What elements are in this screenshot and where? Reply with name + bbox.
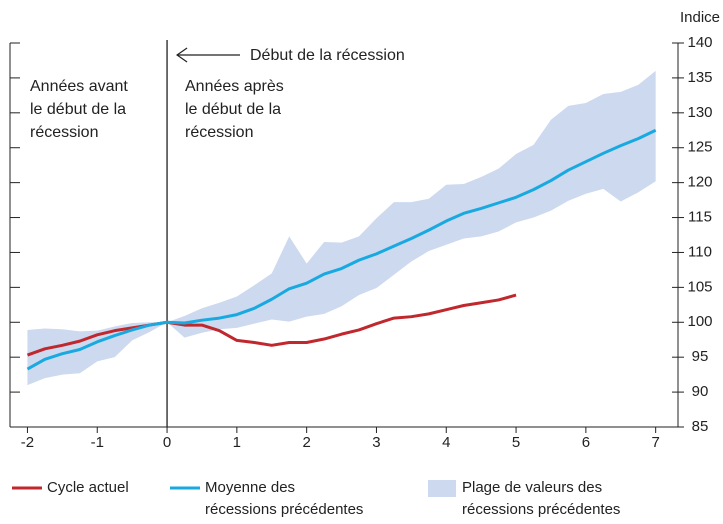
- x-tick-label: 7: [651, 434, 659, 451]
- y-tick-label: 110: [688, 243, 712, 260]
- annotation: Années après le début de la récession: [185, 78, 284, 141]
- x-tick-label: -1: [91, 434, 104, 451]
- y-tick-label: 90: [692, 383, 709, 400]
- y-tick-label: 140: [687, 34, 712, 51]
- y-tick-label: 105: [687, 278, 712, 295]
- arrow-head: [176, 47, 188, 63]
- legend-label: Plage de valeurs des récessions précéden…: [462, 479, 621, 518]
- x-tick-label: 6: [582, 434, 590, 451]
- y-tick-label: 120: [687, 174, 712, 191]
- y-tick-label: 135: [687, 69, 712, 86]
- annotation: Années avant le début de la récession: [30, 78, 128, 141]
- y-tick-label: 125: [687, 139, 712, 156]
- range-area: [27, 70, 656, 386]
- annotation: Début de la récession: [250, 47, 405, 64]
- y-tick-label: 115: [688, 209, 712, 226]
- y-tick-label: 95: [692, 348, 709, 365]
- y-axis-label: Indice: [680, 9, 720, 26]
- y-tick-label: 85: [692, 418, 709, 435]
- legend-label: Cycle actuel: [47, 479, 129, 496]
- x-tick-label: 0: [163, 434, 171, 451]
- series-line: [26, 293, 517, 357]
- x-tick-label: 4: [442, 434, 450, 451]
- x-tick-label: 1: [233, 434, 241, 451]
- legend-swatch: [428, 480, 456, 497]
- x-tick-label: -2: [21, 434, 34, 451]
- y-tick-label: 100: [687, 313, 712, 330]
- legend-label: Moyenne des récessions précédentes: [205, 479, 364, 518]
- x-tick-label: 5: [512, 434, 520, 451]
- x-tick-label: 3: [372, 434, 380, 451]
- series-line: [26, 128, 657, 371]
- x-tick-label: 2: [302, 434, 310, 451]
- y-tick-label: 130: [687, 104, 712, 121]
